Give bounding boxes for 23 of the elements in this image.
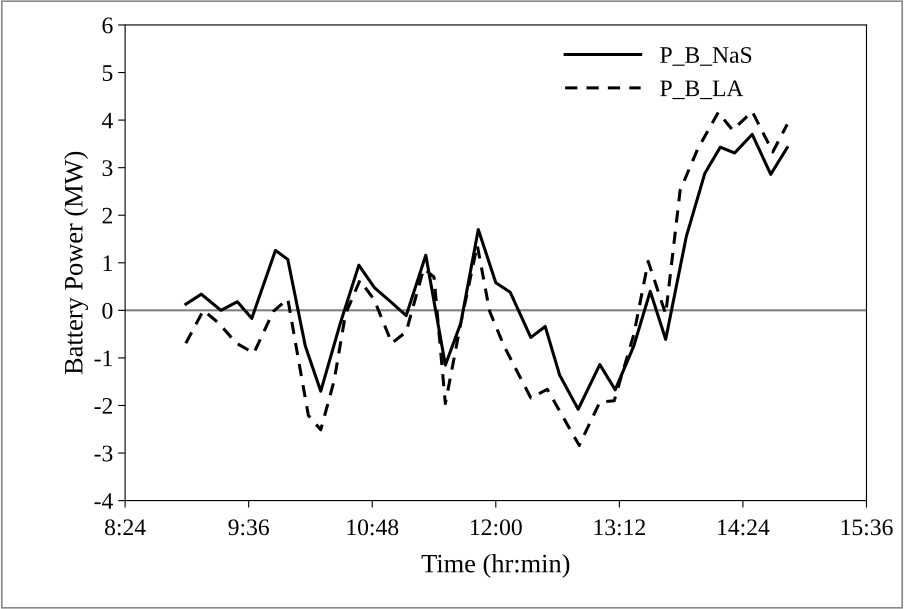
x-axis-title: Time (hr:min) — [422, 554, 570, 578]
y-axis-title: Battery Power (MW) — [64, 152, 88, 374]
x-tick-label: 9:36 — [228, 519, 269, 536]
y-tick-label: -2 — [94, 398, 112, 414]
x-tick-label: 10:48 — [347, 519, 398, 536]
y-tick-label: 3 — [102, 160, 112, 176]
y-tick-label: 0 — [102, 302, 112, 319]
y-tick-label: 2 — [102, 208, 112, 224]
y-tick-label: 4 — [102, 112, 113, 128]
legend-label: P_B_LA — [660, 80, 744, 100]
y-tick-label: -3 — [94, 446, 112, 462]
x-tick-label: 15:36 — [842, 519, 893, 536]
y-tick-label: -4 — [94, 493, 113, 509]
x-tick-label: 8:24 — [105, 519, 146, 536]
y-tick-label: 5 — [102, 65, 112, 81]
y-tick-label: 6 — [102, 18, 113, 34]
line-series — [184, 110, 789, 447]
legend-label: P_B_NaS — [660, 47, 752, 66]
x-tick-label: 13:12 — [594, 519, 645, 536]
y-tick-label: 1 — [104, 255, 112, 271]
x-tick-label: 14:24 — [718, 519, 770, 536]
x-tick-label: 12:00 — [470, 519, 522, 536]
y-tick-label: -1 — [94, 350, 112, 366]
